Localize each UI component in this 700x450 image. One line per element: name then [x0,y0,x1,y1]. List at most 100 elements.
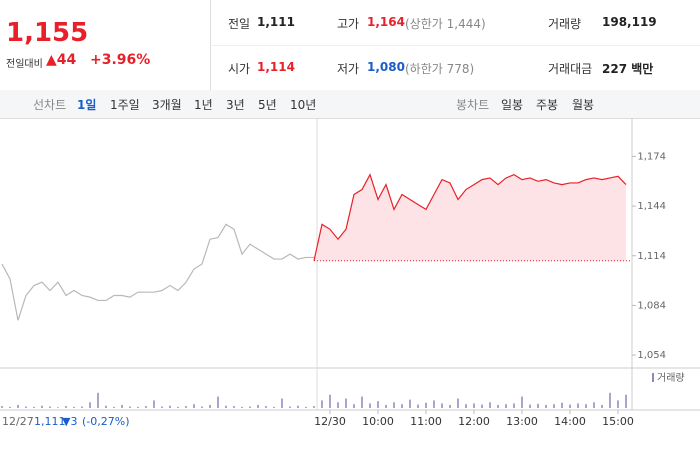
volume-bar [121,404,123,408]
volume-bar [569,404,571,408]
volume-bar [545,404,547,408]
volume-bar [177,406,179,408]
volume-bar [433,400,435,408]
volume-bar [553,404,555,408]
tab-group-label: 선차트 [33,98,67,112]
volume-bar [321,400,323,408]
volume-bar [249,406,251,408]
volume-bar [73,406,75,408]
period-tab[interactable]: 1년 [194,98,213,112]
volume-bar [353,404,355,408]
tab-group-label: 봉차트 [456,98,490,112]
volume-bar [49,406,51,408]
volume-bar [409,399,411,408]
x-tick-label: 11:00 [410,415,442,428]
volume-bar [497,404,499,408]
period-tab[interactable]: 1주일 [110,98,140,112]
stat-note: (하한가 778) [405,62,475,76]
volume-bar [625,394,627,408]
prev-day-change: ▼3 [62,415,77,428]
volume-bar [425,402,427,408]
period-tab[interactable]: 10년 [290,98,317,112]
volume-bar [609,392,611,408]
stat-value: 1,164 [367,15,405,29]
volume-bar [65,406,67,408]
volume-bar [577,403,579,408]
period-tab[interactable]: 3년 [226,98,245,112]
volume-bar [329,394,331,408]
volume-bar [449,404,451,408]
x-tick-label: 15:00 [602,415,634,428]
volume-bar [57,407,59,408]
volume-bar [601,404,603,408]
volume-bar [481,404,483,408]
volume-bar [241,406,243,408]
volume-bar [129,406,131,408]
candle-tab[interactable]: 월봉 [572,98,595,112]
stat-note: (상한가 1,444) [405,17,486,31]
y-tick-label: 1,114 [637,251,666,262]
volume-bar [225,405,227,408]
volume-bar [561,402,563,408]
volume-bar [593,402,595,408]
area [314,174,626,261]
volume-bar [393,402,395,408]
volume-bar [145,406,147,408]
stat-label: 거래대금 [548,62,593,76]
volume-bar [9,406,11,408]
volume-bar [89,402,91,408]
prev-day-date: 12/27 [2,415,34,428]
volume-bar [337,402,339,408]
volume-bar [81,406,83,408]
volume-bar [201,406,203,408]
price-line [1,223,314,321]
volume-bar [305,406,307,408]
volume-bar [193,404,195,408]
candle-tab[interactable]: 주봉 [536,98,559,112]
stat-label: 시가 [228,62,251,76]
change-label: 전일대비 [6,59,43,70]
volume-bar [585,404,587,408]
volume-bar [113,406,115,408]
volume-bar [233,406,235,408]
volume-bar [297,405,299,408]
volume-bar [33,406,35,408]
chart: 1,054 1,084 1,114 1,144 1,174 거래량 12/30 10:00 11… [0,118,700,428]
header: 1,155 전일대비 ▲44 +3.96% 전일 1,111 고가 1,164 (상한가… [0,0,700,91]
volume-bar [217,396,219,408]
stat-label: 거래량 [548,17,582,31]
period-tab[interactable]: 5년 [258,98,277,112]
volume-bar [417,404,419,408]
period-tab[interactable]: 3개월 [152,98,182,112]
stat-label: 저가 [337,62,360,76]
stat-label: 전일 [228,17,251,31]
x-tick-label: 12/30 [314,415,346,428]
volume-bar [465,404,467,408]
volume-bar [137,406,139,408]
volume-bar [361,396,363,408]
volume-bar [489,402,491,408]
volume-legend: 거래량 [657,372,685,384]
y-tick-label: 1,144 [637,201,666,212]
volume-bar [105,405,107,408]
price: 1,155 [6,18,89,48]
candle-tab[interactable]: 일봉 [501,98,524,112]
volume-bar [521,396,523,408]
period-tab[interactable]: 1일 [77,98,97,112]
volume-bar [273,406,275,408]
volume-bar [313,406,315,408]
volume-bar [369,403,371,408]
stat-label: 고가 [337,17,360,31]
volume-bar [385,404,387,408]
volume-bar [457,398,459,408]
volume-bar [257,404,259,408]
volume-bar [265,406,267,408]
volume-bar [17,404,19,408]
y-tick-label: 1,054 [637,350,666,361]
volume-bar [617,400,619,408]
change-rate: +3.96% [90,52,151,68]
stat-value: 1,114 [257,60,295,74]
tab-bar: 선차트 1일 1주일 3개월 1년 3년 5년 10년 봉차트 일봉 주봉 월봉 [0,90,700,119]
volume-bar [25,406,27,408]
